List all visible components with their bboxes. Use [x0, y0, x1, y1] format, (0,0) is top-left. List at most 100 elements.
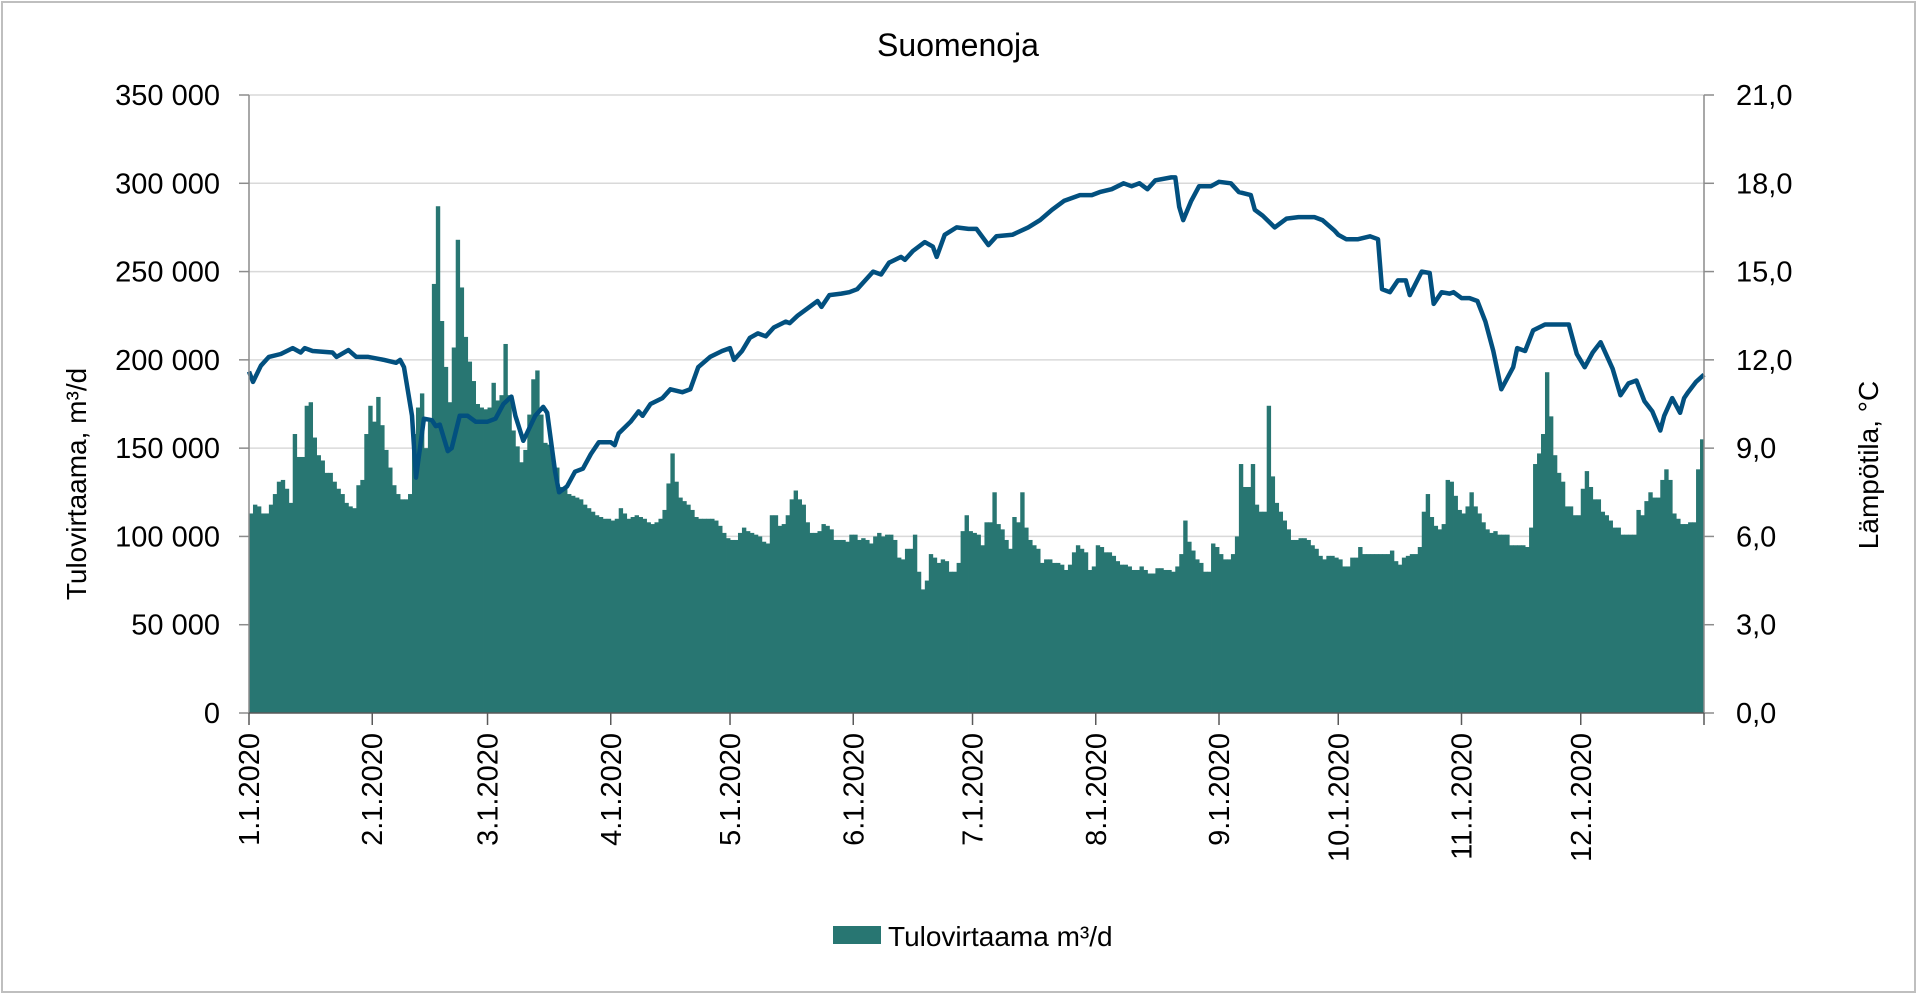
flow-bar [1147, 573, 1152, 713]
flow-bar [1230, 554, 1236, 713]
flow-bars [249, 206, 1705, 714]
x-tick-label: 7.1.2020 [958, 733, 990, 846]
flow-bar [1489, 532, 1494, 713]
flow-bar [260, 513, 266, 713]
flow-bar [1199, 562, 1204, 713]
flow-bar [388, 467, 393, 713]
flow-bar [1075, 545, 1081, 713]
flow-bar [272, 494, 278, 713]
flow-bar [1143, 569, 1148, 713]
flow-bar [483, 409, 488, 713]
flow-bar [503, 343, 508, 713]
flow-bar [384, 449, 389, 713]
flow-bar [598, 517, 604, 713]
flow-bar [714, 520, 719, 713]
flow-bar [1429, 517, 1435, 713]
flow-bar [734, 539, 739, 713]
flow-bar [618, 508, 624, 713]
flow-bar [1449, 481, 1454, 713]
flow-bar [1672, 513, 1677, 713]
flow-bar [1461, 513, 1466, 713]
flow-bar [1497, 534, 1502, 713]
flow-bar [1660, 479, 1665, 713]
flow-bar [1171, 571, 1176, 713]
flow-bar [408, 494, 413, 713]
flow-bar [781, 524, 787, 713]
flow-bar [400, 499, 405, 713]
flow-bar [1095, 545, 1101, 713]
flow-bar [527, 414, 532, 713]
flow-bar [1079, 548, 1085, 713]
flow-bar [1219, 554, 1224, 713]
flow-bar [308, 402, 314, 713]
flow-bar [1433, 525, 1439, 713]
flow-bar [749, 532, 755, 713]
flow-bar [1215, 547, 1220, 713]
x-tick-label: 4.1.2020 [596, 733, 628, 846]
flow-bar [1286, 529, 1291, 713]
flow-bar [873, 536, 878, 713]
flow-bar [1314, 548, 1319, 713]
flow-bar [1338, 559, 1343, 713]
flow-bar [1513, 545, 1518, 713]
flow-bar [1632, 534, 1637, 713]
flow-bar [1091, 566, 1097, 713]
flow-bar [380, 425, 385, 713]
flow-bar [1473, 506, 1478, 713]
y-tick-label: 300 000 [115, 168, 220, 200]
flow-bar [801, 504, 806, 713]
flow-bar [567, 494, 572, 713]
flow-bar [809, 532, 814, 713]
flow-bar [1556, 472, 1562, 713]
y2-tick-label: 18,0 [1736, 168, 1792, 200]
flow-bar [722, 532, 727, 713]
flow-bar [1167, 569, 1172, 713]
flow-bar [1151, 573, 1156, 713]
flow-bar [841, 539, 846, 713]
flow-bar [1290, 539, 1295, 713]
flow-bar [1493, 531, 1498, 713]
flow-bar [678, 497, 683, 713]
flow-bar [515, 446, 520, 713]
flow-bar [821, 524, 826, 713]
flow-bar [996, 524, 1001, 713]
flow-bar [547, 444, 552, 713]
y-tick-label: 200 000 [115, 345, 220, 377]
flow-bar [1688, 522, 1693, 713]
flow-bar [1103, 552, 1109, 713]
flow-bar [1481, 522, 1486, 713]
flow-bar [686, 504, 691, 713]
flow-bar [1238, 464, 1244, 713]
flow-bar [904, 548, 910, 713]
axes [239, 94, 1714, 725]
flow-bar [753, 534, 759, 713]
flow-bar [304, 405, 310, 713]
flow-bar [1071, 552, 1077, 713]
flow-bar [1680, 524, 1685, 713]
flow-bar [948, 571, 954, 713]
flow-bar [535, 370, 540, 713]
flow-bar [610, 520, 616, 713]
flow-bar [1568, 506, 1574, 713]
flow-bar [622, 513, 628, 713]
flow-bar [666, 483, 671, 713]
y-axis-title: Tulovirtaama, m³/d [61, 368, 92, 600]
flow-bar [1381, 554, 1387, 713]
flow-bar [881, 536, 886, 713]
flow-bar [340, 494, 345, 713]
flow-bar [857, 539, 862, 713]
flow-bar [1477, 513, 1482, 713]
flow-bar [1576, 515, 1582, 713]
flow-bar [1409, 554, 1415, 713]
flow-bar [495, 400, 500, 713]
flow-bar [1389, 550, 1395, 713]
flow-bar [1525, 547, 1530, 713]
flow-bar [793, 490, 799, 713]
flow-bar [682, 501, 687, 713]
flow-bar [312, 437, 317, 713]
flow-bar [539, 414, 544, 713]
flow-bar [1616, 527, 1621, 713]
flow-bar [1246, 486, 1252, 713]
flow-bar [606, 518, 612, 713]
flow-bar [1604, 515, 1609, 713]
